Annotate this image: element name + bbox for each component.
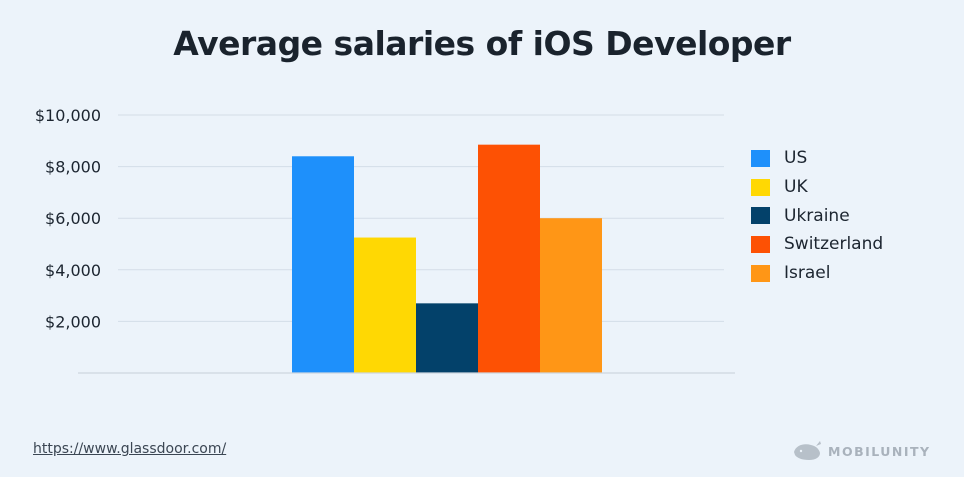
legend-swatch (751, 149, 770, 167)
bar-switzerland (478, 144, 540, 373)
bar-israel (540, 218, 602, 373)
y-tick-label: $2,000 (45, 312, 101, 331)
y-axis-tick-labels: $2,000 $4,000 $6,000 $8,000 $10,000 (35, 106, 101, 331)
legend-label: Switzerland (784, 234, 884, 255)
legend-label: Ukraine (784, 205, 850, 226)
legend-label: UK (784, 177, 808, 198)
grid-lines (118, 114, 724, 322)
legend-item-israel: Israel (751, 259, 883, 288)
bar-uk (354, 237, 416, 373)
legend-item-ukraine: Ukraine (751, 201, 883, 230)
legend-swatch (751, 235, 770, 253)
whale-icon (794, 441, 821, 460)
legend-label: Israel (784, 263, 831, 284)
legend-swatch (751, 264, 770, 282)
y-tick-label: $10,000 (35, 106, 101, 125)
y-tick-label: $6,000 (45, 209, 101, 228)
legend-item-us: US (751, 144, 883, 173)
y-tick-label: $8,000 (45, 158, 101, 177)
legend-item-uk: UK (751, 173, 883, 202)
legend-label: US (784, 148, 808, 169)
legend: US UK Ukraine Switzerland Israel (751, 144, 883, 287)
bars (292, 144, 602, 373)
source-link[interactable]: https://www.glassdoor.com/ (33, 441, 227, 457)
bar-ukraine (416, 303, 478, 373)
brand-name: MOBILUNITY (828, 443, 931, 459)
legend-swatch (751, 178, 770, 196)
y-tick-label: $4,000 (45, 261, 101, 280)
chart-title: Average salaries of iOS Developer (173, 24, 791, 63)
brand-logo: MOBILUNITY (792, 440, 931, 462)
bar-us (292, 156, 354, 373)
legend-swatch (751, 207, 770, 225)
legend-item-switzerland: Switzerland (751, 230, 883, 259)
